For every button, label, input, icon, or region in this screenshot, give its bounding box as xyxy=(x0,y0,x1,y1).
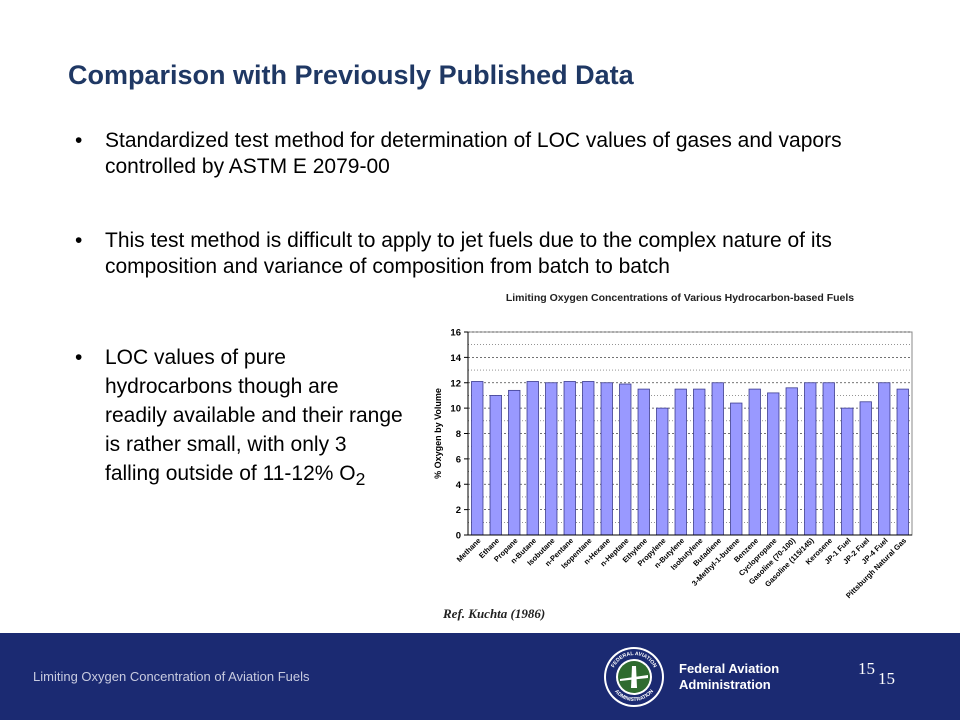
footer-bar: Limiting Oxygen Concentration of Aviatio… xyxy=(0,633,960,720)
y-tick-label: 10 xyxy=(450,404,461,415)
bar-n-butane xyxy=(526,381,539,536)
page-number-duplicate: 15 xyxy=(878,669,895,688)
bar-benzene xyxy=(748,388,761,536)
bullet-text: LOC values of pure hydrocarbons though a… xyxy=(105,346,403,485)
y-tick-label: 8 xyxy=(456,429,461,440)
subscript-2: 2 xyxy=(355,469,366,490)
bar-pittsburgh-natural-gas xyxy=(896,388,909,536)
bar-n-heptane xyxy=(619,383,632,536)
bar-kerosene xyxy=(822,382,835,536)
bar-jp-4-fuel xyxy=(878,382,891,536)
bullet-text: Standardized test method for determinati… xyxy=(105,129,842,178)
slide-title: Comparison with Previously Published Dat… xyxy=(68,60,634,90)
bar-propane xyxy=(508,389,521,536)
bar-jp-2-fuel xyxy=(859,401,872,536)
y-axis-label: % Oxygen by Volume xyxy=(433,388,443,479)
y-tick-label: 4 xyxy=(456,480,462,491)
bar-isobutylene xyxy=(693,388,706,536)
bullet-marker: • xyxy=(75,346,83,369)
bar-3-methyl-1-butene xyxy=(730,402,743,536)
bar-jp-1-fuel xyxy=(841,407,854,536)
agency-line-1: Federal Aviation xyxy=(679,661,780,676)
chart-title: Limiting Oxygen Concentrations of Variou… xyxy=(505,292,855,304)
y-tick-label: 12 xyxy=(450,378,461,389)
bullet-marker: • xyxy=(75,129,83,152)
bullet-astm: • Standardized test method for determina… xyxy=(75,128,865,180)
bar-isopentane xyxy=(582,381,595,536)
bullet-text: This test method is difficult to apply t… xyxy=(105,229,832,278)
bullet-jet-fuels: • This test method is difficult to apply… xyxy=(75,228,905,280)
agency-line-2: Administration xyxy=(679,677,771,692)
bar-n-hexane xyxy=(600,382,613,536)
footer-presentation-title: Limiting Oxygen Concentration of Aviatio… xyxy=(33,669,310,684)
bar-n-pentane xyxy=(563,381,576,536)
y-tick-label: 14 xyxy=(450,353,461,364)
bar-n-butylene xyxy=(674,388,687,536)
y-tick-label: 2 xyxy=(456,505,461,516)
bar-isobutane xyxy=(545,382,558,536)
bar-propylene xyxy=(656,407,669,536)
bar-ethylene xyxy=(637,388,650,536)
y-tick-label: 6 xyxy=(456,454,461,465)
y-tick-label: 16 xyxy=(450,328,461,339)
bar-gasoline-115-145- xyxy=(804,382,817,536)
reference-citation: Ref. Kuchta (1986) xyxy=(443,606,546,621)
page-number: 15 xyxy=(858,659,875,678)
bar-butadiene xyxy=(711,382,724,536)
bullet-pure-hydrocarbons: • LOC values of pure hydrocarbons though… xyxy=(75,343,405,494)
bullet-marker: • xyxy=(75,229,83,252)
bar-ethane xyxy=(489,395,502,536)
y-tick-label: 0 xyxy=(456,531,461,542)
bar-cyclopropane xyxy=(767,392,780,536)
agency-name: Federal Aviation Administration xyxy=(679,661,779,693)
bar-gasoline-70-100- xyxy=(785,387,798,536)
bar-methane xyxy=(471,381,484,536)
faa-seal-logo: FEDERAL AVIATION ADMINISTRATION xyxy=(604,647,664,707)
